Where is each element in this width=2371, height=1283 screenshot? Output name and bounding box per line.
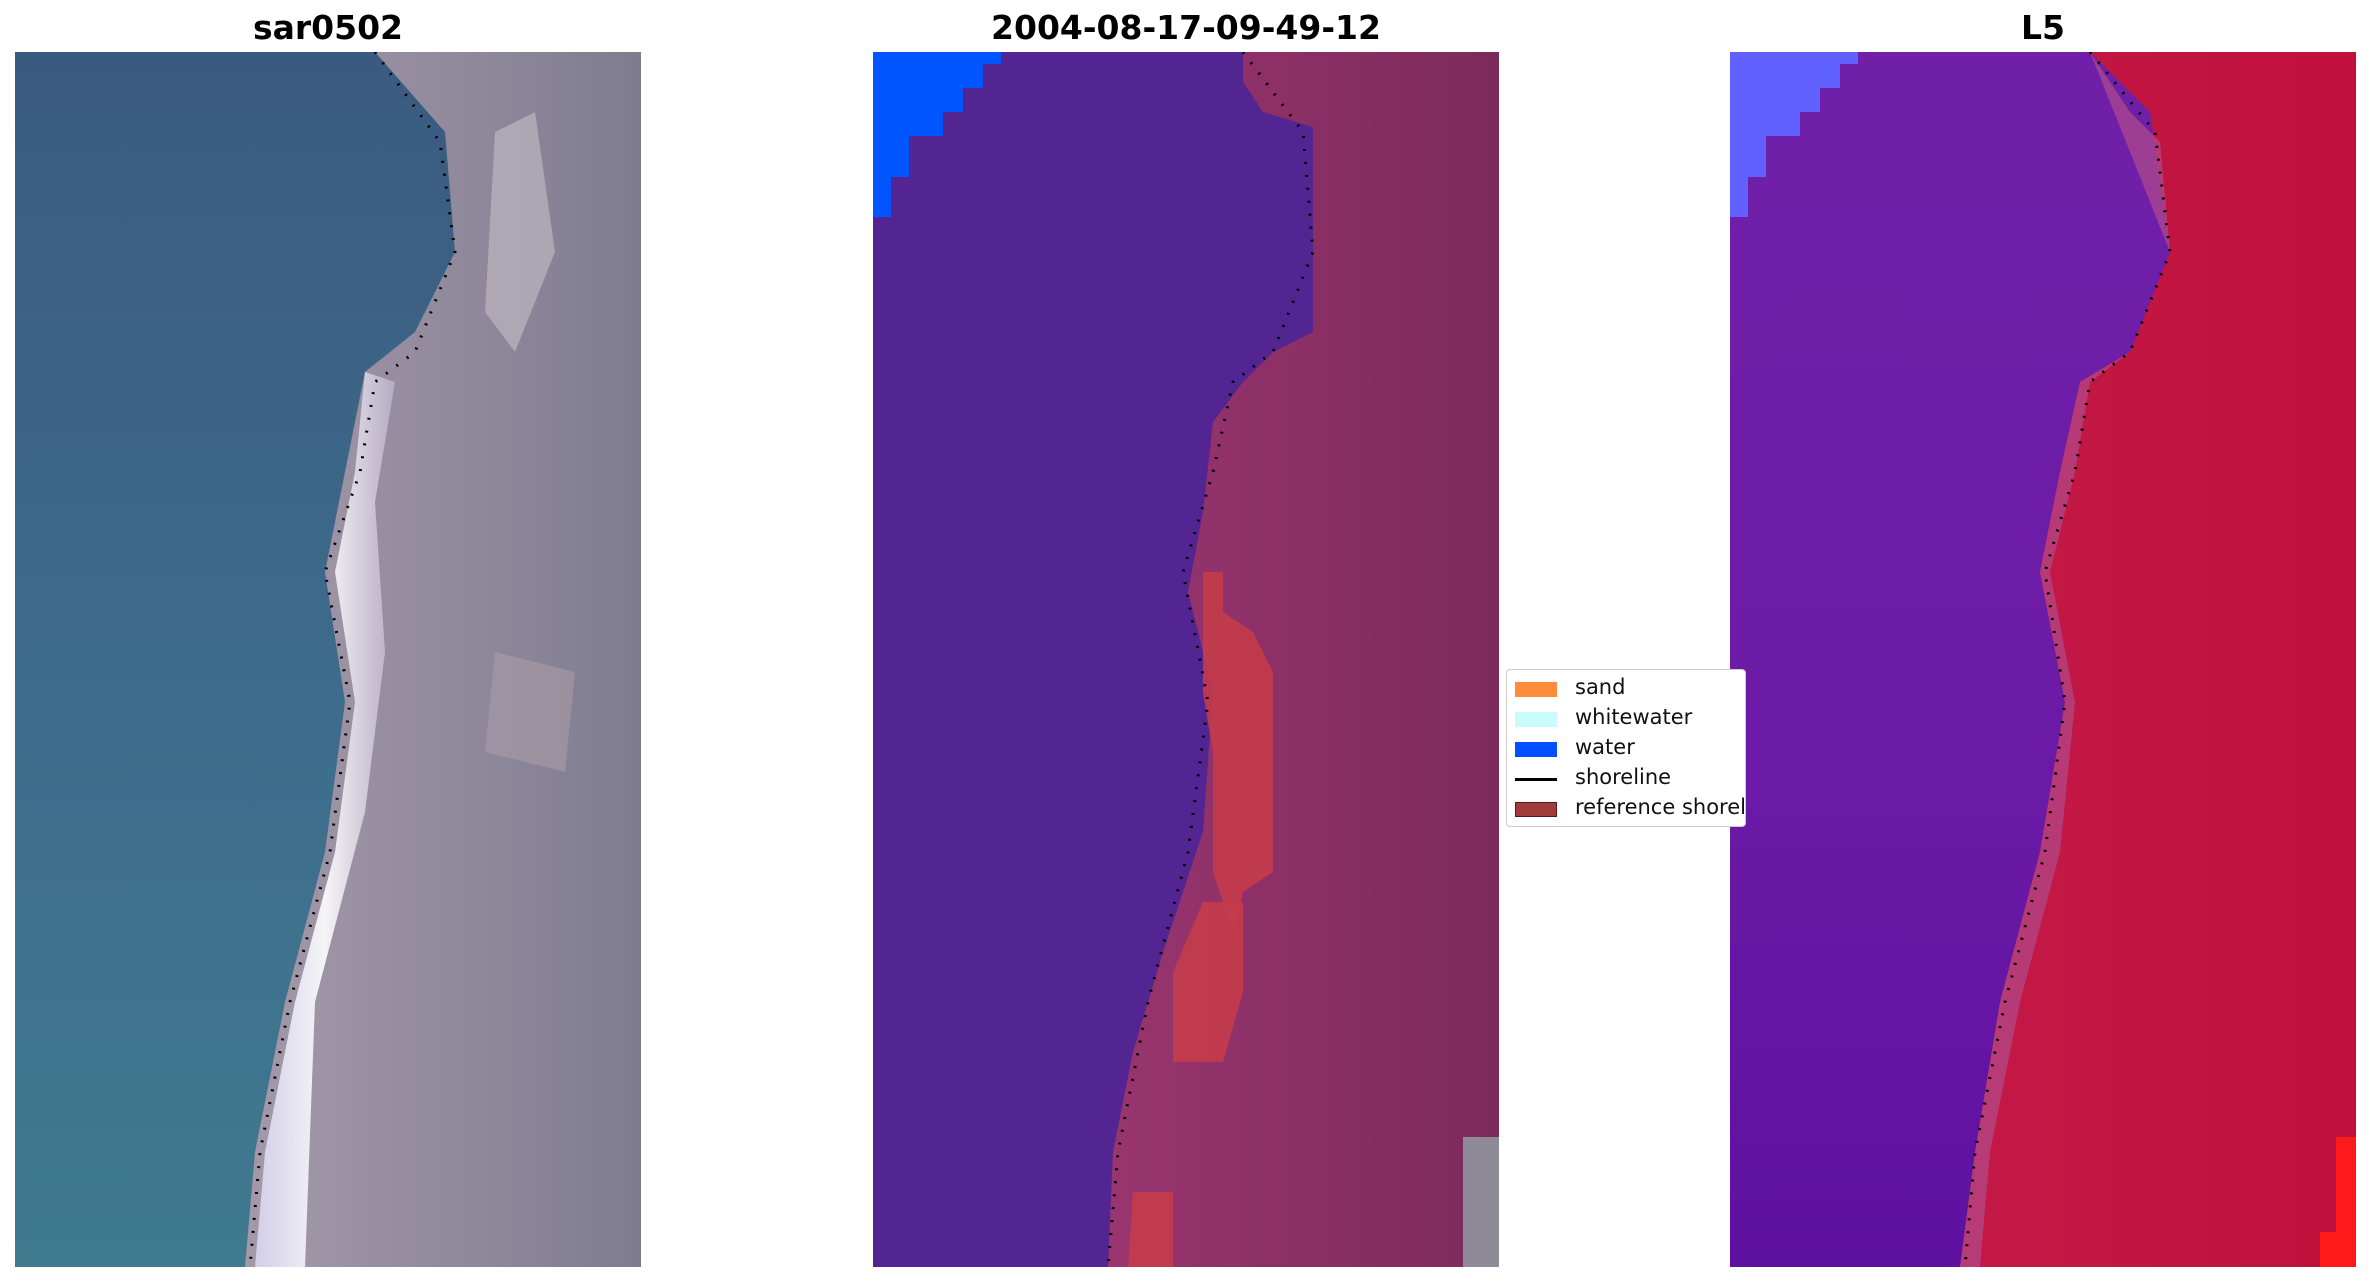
rgb-image-panel (15, 52, 641, 1267)
legend-label: sand (1575, 675, 1626, 699)
water-swatch (1515, 742, 1557, 757)
shoreline-dotted (1963, 52, 2172, 1267)
panel-title-2: 2004-08-17-09-49-12 (991, 8, 1381, 47)
shoreline-dotted (248, 52, 457, 1267)
whitewater-swatch (1515, 712, 1557, 727)
legend-item-water: water (1515, 734, 1745, 764)
legend-item-reference-shoreline: reference shoreline (1515, 794, 1746, 824)
legend-item-sand: sand (1515, 674, 1745, 704)
rgb-satellite-image (15, 52, 641, 1267)
legend-label: shoreline (1575, 765, 1672, 789)
water-probability-corner (1730, 52, 1858, 217)
legend-label: reference shoreline (1575, 795, 1746, 819)
shoreline-line-sample (1515, 778, 1557, 781)
water-class-corner (873, 52, 1001, 217)
legend-label: whitewater (1575, 705, 1693, 729)
sand-swatch (1515, 682, 1557, 697)
classification-probability-image (1730, 52, 2356, 1267)
classified-image (873, 52, 1499, 1267)
legend: sand whitewater water shoreline referenc… (1506, 669, 1746, 827)
legend-label: water (1575, 735, 1635, 759)
probability-image-panel (1730, 52, 2356, 1267)
reference-shoreline-swatch (1515, 802, 1557, 817)
panel-title-1: sar0502 (252, 8, 404, 47)
legend-item-shoreline: shoreline (1515, 764, 1745, 794)
legend-item-whitewater: whitewater (1515, 704, 1745, 734)
classified-image-panel (873, 52, 1499, 1267)
panel-title-3: L5 (2021, 8, 2065, 47)
